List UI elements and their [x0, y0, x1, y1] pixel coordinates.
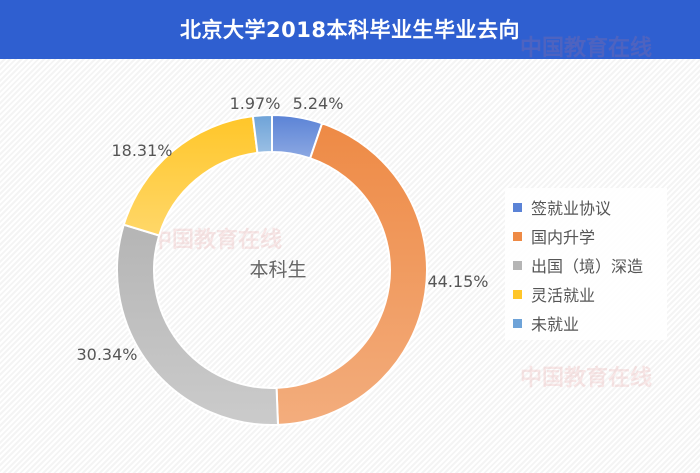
title-bar: 北京大学2018本科毕业生毕业去向 — [0, 0, 700, 59]
legend-label: 国内升学 — [531, 228, 596, 247]
legend-swatch — [513, 231, 522, 241]
legend: 签就业协议国内升学出国（境）深造 灵活就业未就业 — [505, 188, 667, 340]
legend-swatch — [513, 260, 522, 270]
data-label: 5.24% — [293, 94, 344, 113]
watermark: 中国教育在线 — [150, 228, 283, 253]
donut-slice-2 — [116, 223, 280, 426]
center-label: 本科生 — [249, 259, 306, 281]
legend-swatch — [513, 202, 522, 212]
data-label: 18.31% — [111, 141, 172, 160]
donut-slice-4 — [251, 113, 273, 155]
legend-item: 未就业 — [513, 311, 579, 335]
legend-swatch — [513, 318, 522, 328]
data-label: 44.15% — [427, 272, 488, 291]
watermark: 中国教育在线 — [520, 36, 653, 61]
legend-item: 灵活就业 — [513, 282, 595, 306]
donut-slice-1 — [275, 122, 428, 426]
data-label: 1.97% — [230, 94, 281, 113]
legend-item: 出国（境）深造 — [513, 253, 643, 277]
watermark: 中国教育在线 — [520, 366, 653, 391]
data-label: 30.34% — [76, 345, 137, 364]
legend-item: 签就业协议 — [513, 195, 611, 219]
legend-item: 国内升学 — [513, 224, 595, 248]
chart-title: 北京大学2018本科毕业生毕业去向 — [180, 18, 520, 42]
legend-label: 出国（境）深造 — [531, 257, 644, 276]
legend-swatch — [513, 289, 522, 299]
legend-label: 签就业协议 — [531, 199, 612, 218]
donut-slice-3 — [122, 115, 259, 237]
legend-label: 灵活就业 — [531, 286, 596, 305]
legend-label: 未就业 — [531, 315, 580, 334]
